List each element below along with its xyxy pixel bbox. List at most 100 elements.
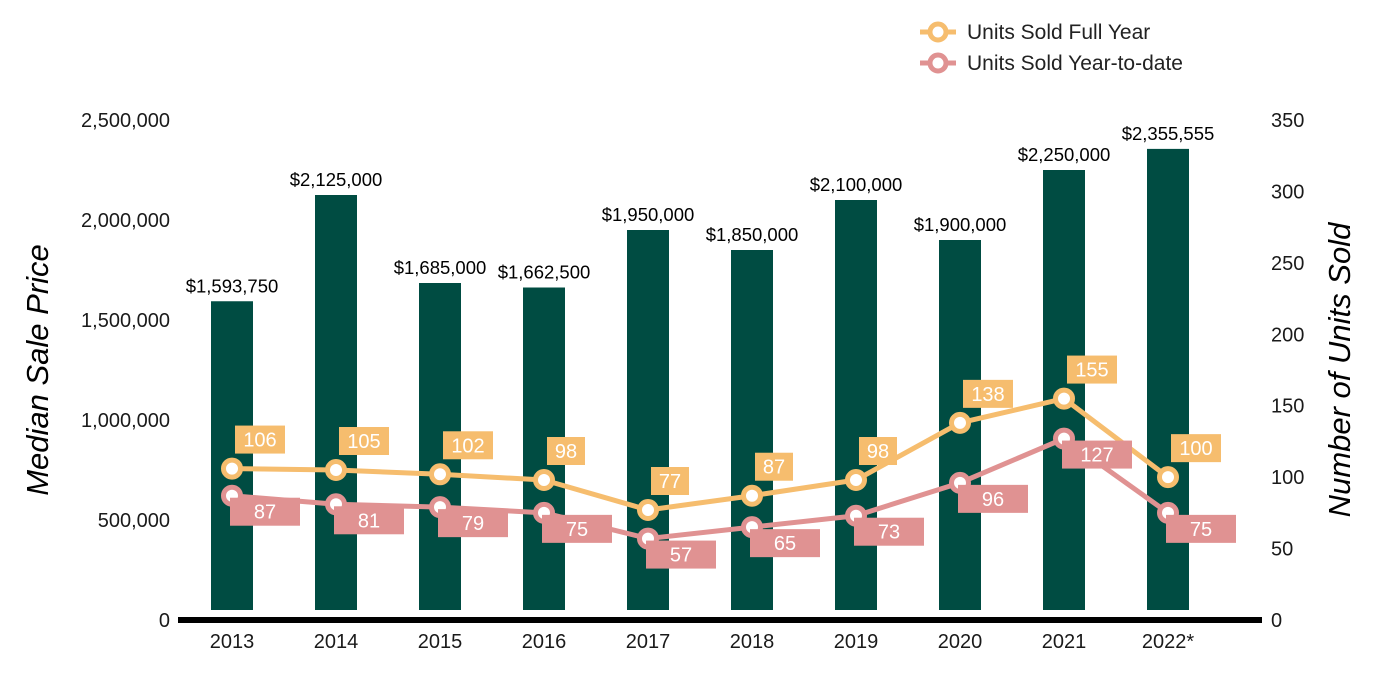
point-label-box-full-year	[859, 437, 897, 465]
point-label-ytd: 65	[774, 533, 796, 555]
point-label-box-ytd	[958, 484, 1028, 513]
bar	[835, 200, 877, 610]
point-label-ytd: 79	[462, 513, 484, 535]
right-tick-label: 100	[1271, 467, 1304, 489]
point-label-full-year: 98	[555, 441, 577, 463]
legend: Units Sold Full Year Units Sold Year-to-…	[920, 21, 1183, 75]
left-tick-label: 500,000	[98, 510, 170, 532]
point-label-box-full-year	[1067, 355, 1117, 384]
point-label-box-ytd	[542, 514, 612, 543]
point-label-box-full-year	[547, 437, 585, 465]
point-full-year	[429, 463, 451, 486]
point-label-box-ytd	[230, 497, 300, 526]
point-full-year	[1053, 387, 1075, 410]
point-label-full-year: 105	[347, 431, 380, 453]
point-label-box-ytd	[750, 529, 820, 558]
legend-swatch-ytd-marker	[927, 52, 949, 74]
point-full-year	[1157, 466, 1179, 489]
right-axis-title: Number of Units Sold	[1322, 221, 1357, 517]
bar-value-label: $2,250,000	[1018, 144, 1111, 165]
point-label-ytd: 75	[1190, 519, 1212, 541]
legend-item-ytd: Units Sold Year-to-date	[920, 52, 1183, 75]
point-label-box-full-year	[963, 379, 1013, 408]
bar	[315, 195, 357, 610]
point-label-full-year: 100	[1179, 438, 1212, 460]
point-full-year	[325, 459, 347, 481]
point-full-year	[533, 469, 555, 491]
x-tick-label: 2014	[314, 631, 359, 653]
point-label-ytd: 81	[358, 510, 380, 532]
point-label-full-year: 155	[1075, 360, 1108, 382]
bar-value-label: $1,593,750	[186, 275, 279, 296]
bar	[211, 301, 253, 610]
left-tick-label: 0	[159, 610, 170, 632]
point-label-full-year: 77	[659, 471, 681, 493]
point-label-box-full-year	[235, 425, 285, 454]
legend-label-full-year: Units Sold Full Year	[967, 21, 1150, 44]
bar-value-label: $1,850,000	[706, 224, 799, 245]
point-label-ytd: 73	[878, 522, 900, 544]
bar-value-label: $1,900,000	[914, 214, 1007, 235]
line-full-year	[231, 396, 1170, 513]
bar-value-label: $2,125,000	[290, 169, 383, 190]
point-full-year	[637, 499, 659, 521]
legend-item-full-year: Units Sold Full Year	[920, 21, 1150, 44]
x-tick-label: 2022*	[1142, 631, 1194, 653]
x-tick-label: 2019	[834, 631, 879, 653]
point-label-ytd: 96	[982, 489, 1004, 511]
legend-swatch-full-year-marker	[927, 21, 949, 43]
point-label-box-ytd	[854, 517, 924, 546]
left-tick-label: 1,500,000	[81, 310, 170, 332]
point-label-full-year: 106	[243, 430, 276, 452]
x-tick-label: 2015	[418, 631, 463, 653]
bar-value-label: $1,662,500	[498, 262, 591, 283]
x-tick-label: 2013	[210, 631, 255, 653]
left-tick-label: 2,000,000	[81, 210, 170, 232]
line-ytd	[231, 436, 1170, 542]
point-label-box-full-year	[1171, 434, 1221, 463]
point-label-box-full-year	[755, 452, 793, 481]
x-tick-label: 2017	[626, 631, 671, 653]
point-label-box-full-year	[443, 431, 493, 460]
point-label-ytd: 127	[1080, 445, 1113, 467]
left-tick-label: 1,000,000	[81, 410, 170, 432]
right-tick-label: 50	[1271, 539, 1293, 561]
bar-value-label: $2,100,000	[810, 174, 903, 195]
point-label-full-year: 87	[763, 457, 785, 479]
x-tick-label: 2020	[938, 631, 983, 653]
point-full-year	[741, 484, 763, 507]
point-label-box-ytd	[1062, 440, 1132, 469]
point-full-year	[949, 411, 971, 434]
right-tick-label: 350	[1271, 110, 1304, 132]
x-tick-label: 2018	[730, 631, 775, 653]
point-label-ytd: 87	[254, 502, 276, 524]
bar-value-label: $1,685,000	[394, 257, 487, 278]
right-tick-label: 300	[1271, 181, 1304, 203]
labels-layer: $1,593,750 $2,125,000 $1,685,000 $1,662,500…	[186, 123, 1236, 569]
right-tick-label: 250	[1271, 253, 1304, 275]
left-tick-label: 2,500,000	[81, 110, 170, 132]
point-label-full-year: 102	[451, 435, 484, 457]
bar-value-label: $1,950,000	[602, 204, 695, 225]
point-label-ytd: 57	[670, 545, 692, 567]
point-label-box-ytd	[438, 509, 508, 538]
point-label-box-full-year	[651, 467, 689, 495]
point-label-full-year: 98	[867, 441, 889, 463]
point-full-year	[221, 457, 243, 480]
point-label-full-year: 138	[971, 384, 1004, 406]
right-tick-label: 200	[1271, 324, 1304, 346]
point-full-year	[845, 469, 867, 491]
point-label-box-ytd	[334, 506, 404, 535]
right-tick-label: 0	[1271, 610, 1282, 632]
left-axis-title: Median Sale Price	[20, 244, 55, 496]
x-tick-label: 2016	[522, 631, 567, 653]
right-tick-label: 150	[1271, 396, 1304, 418]
bar-value-label: $2,355,555	[1122, 123, 1215, 144]
point-label-box-ytd	[1166, 514, 1236, 543]
point-label-box-full-year	[339, 427, 389, 455]
x-tick-label: 2021	[1042, 631, 1087, 653]
point-label-box-ytd	[646, 540, 716, 569]
ticks-layer: 2013 2014 2015 2016 2017 2018 2019 2020 2021 2022…	[81, 110, 1304, 653]
point-label-ytd: 75	[566, 519, 588, 541]
